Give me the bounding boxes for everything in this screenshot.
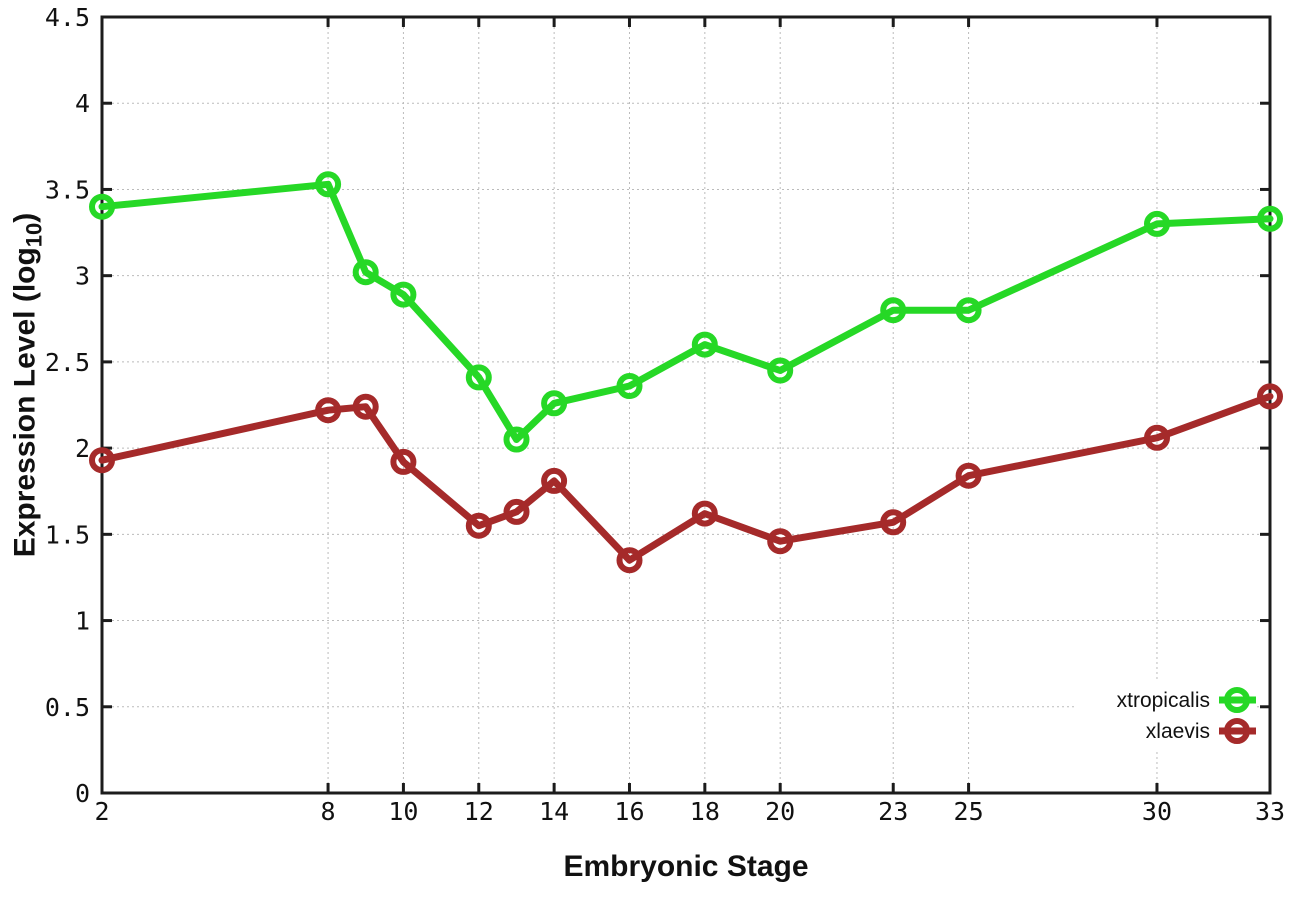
- data-point-xlaevis: [352, 393, 379, 420]
- legend-label-xlaevis: xlaevis: [1146, 720, 1210, 743]
- x-axis-title: Embryonic Stage: [563, 850, 809, 883]
- x-tick-label: 30: [1142, 797, 1172, 826]
- data-point-xtropicalis: [89, 193, 115, 220]
- y-tick-label: 2.5: [45, 348, 90, 377]
- data-point-xlaevis: [691, 500, 718, 527]
- y-tick-label: 3: [75, 262, 90, 291]
- x-tick-label: 33: [1255, 797, 1285, 826]
- data-point-xtropicalis: [390, 281, 417, 308]
- data-point-xtropicalis: [315, 171, 342, 198]
- data-point-xlaevis: [1257, 383, 1283, 410]
- data-point-xlaevis: [503, 498, 530, 525]
- series-line-xtropicalis: [98, 180, 1274, 443]
- legend-marker-xlaevis: [1224, 718, 1250, 744]
- data-point-xlaevis: [616, 547, 643, 574]
- data-point-xlaevis: [465, 512, 492, 539]
- data-point-xlaevis: [390, 448, 417, 475]
- series-line-xlaevis: [98, 392, 1274, 564]
- data-point-xtropicalis: [767, 357, 794, 384]
- x-tick-label: 16: [614, 797, 644, 826]
- data-point-xlaevis: [1144, 424, 1170, 451]
- y-axis-title-subscript: 10: [21, 222, 47, 248]
- data-point-xlaevis: [955, 462, 982, 489]
- data-point-xlaevis: [880, 509, 907, 536]
- y-tick-label: 1.5: [45, 520, 90, 549]
- data-point-xtropicalis: [880, 297, 907, 324]
- x-tick-label: 23: [878, 797, 908, 826]
- y-tick-label: 0.5: [45, 693, 90, 722]
- x-tick-label: 10: [388, 797, 418, 826]
- x-tick-label: 8: [321, 797, 336, 826]
- y-tick-label: 4: [75, 89, 90, 118]
- data-point-xtropicalis: [955, 297, 982, 324]
- x-tick-label: 14: [539, 797, 569, 826]
- data-point-xlaevis: [315, 397, 342, 424]
- x-tick-label: 12: [464, 797, 494, 826]
- plot-border: [100, 15, 1272, 795]
- data-point-xlaevis: [89, 447, 115, 474]
- legend-background: [1075, 680, 1256, 752]
- x-tick-label: 2: [94, 797, 109, 826]
- legend-label-xtropicalis: xtropicalis: [1117, 689, 1210, 712]
- x-tick-label: 18: [690, 797, 720, 826]
- y-tick-label: 1: [75, 607, 90, 636]
- data-point-xtropicalis: [1144, 210, 1170, 237]
- data-point-xtropicalis: [503, 426, 530, 453]
- data-point-xlaevis: [767, 528, 794, 555]
- data-point-xtropicalis: [541, 390, 568, 417]
- data-point-xtropicalis: [691, 331, 718, 358]
- data-point-xtropicalis: [616, 373, 643, 399]
- y-tick-label: 4.5: [45, 3, 90, 32]
- y-tick-label: 2: [75, 434, 90, 463]
- legend-marker-xtropicalis: [1224, 687, 1250, 713]
- y-axis-title-text: Expression Level (log: [8, 247, 42, 558]
- data-point-xtropicalis: [352, 259, 379, 286]
- data-point-xtropicalis: [465, 364, 492, 391]
- y-tick-label: 3.5: [45, 175, 90, 204]
- y-tick-label: 0: [75, 779, 90, 808]
- x-tick-label: 25: [954, 797, 984, 826]
- data-point-xlaevis: [541, 467, 568, 494]
- x-tick-label: 20: [765, 797, 795, 826]
- y-axis-title: Expression Level (log10): [9, 213, 48, 558]
- data-point-xtropicalis: [1257, 205, 1283, 232]
- y-axis-title-close: ): [8, 212, 42, 223]
